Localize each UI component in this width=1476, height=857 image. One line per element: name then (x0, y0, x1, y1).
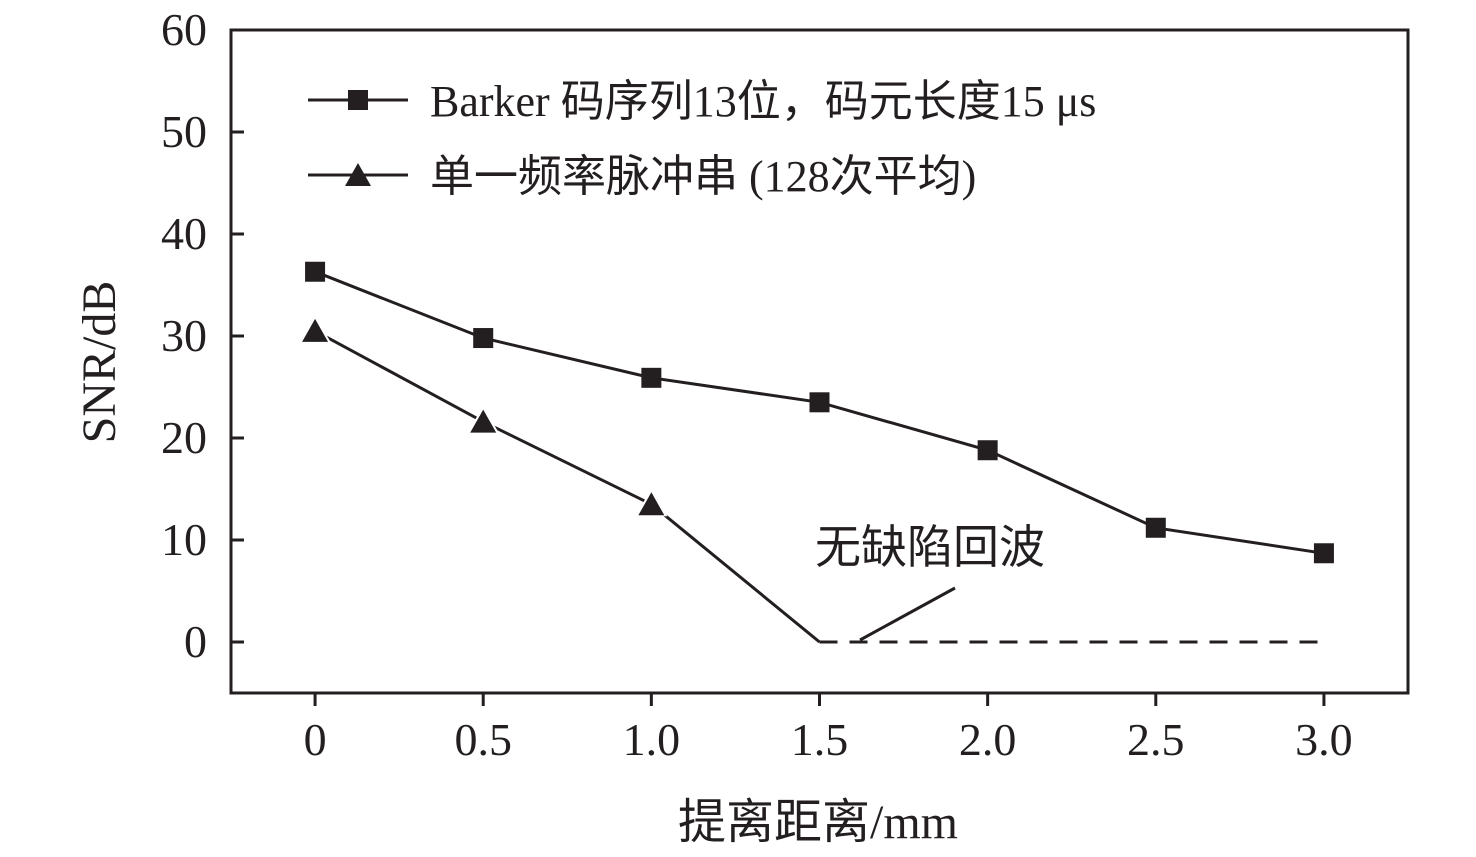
y-tick-label: 10 (161, 514, 207, 565)
series-layer (299, 261, 1334, 644)
y-tick-label: 0 (184, 616, 207, 667)
data-point-square (809, 392, 830, 413)
data-point-square (305, 261, 326, 282)
y-tick-label: 60 (161, 4, 207, 55)
x-tick-label: 1.0 (623, 714, 681, 765)
x-tick-label: 2.0 (959, 714, 1017, 765)
series-triangle (299, 314, 821, 644)
series-line (314, 329, 821, 644)
legend-marker-triangle (345, 163, 371, 186)
x-tick-label: 2.5 (1127, 714, 1185, 765)
legend: Barker 码序列13位，码元长度15 μs 单一频率脉冲串 (128次平均) (308, 77, 1096, 201)
y-tick-label: 50 (161, 106, 207, 157)
series-square (305, 261, 1334, 564)
y-axis-ticks: 0 10 20 30 40 50 60 (161, 4, 244, 667)
legend-label-single-freq: 单一频率脉冲串 (128次平均) (430, 152, 976, 201)
y-axis-title: SNR/dB (73, 281, 126, 444)
legend-label-barker: Barker 码序列13位，码元长度15 μs (430, 77, 1096, 126)
data-point-square (1313, 543, 1334, 564)
data-point-square (473, 328, 494, 349)
data-point-square (641, 367, 662, 388)
data-point-triangle (302, 318, 329, 342)
data-point-square (1145, 517, 1166, 538)
data-point-triangle (638, 492, 665, 516)
data-point-triangle (470, 409, 497, 433)
data-point-square (977, 440, 998, 461)
legend-marker-square (348, 90, 368, 110)
x-axis-title: 提离距离/mm (678, 796, 958, 849)
annotation-no-echo: 无缺陷回波 (815, 522, 1045, 573)
annotation-leader-line (859, 586, 956, 642)
no-echo-annotation: 无缺陷回波 (815, 522, 1045, 642)
y-tick-label: 20 (161, 412, 207, 463)
y-tick-label: 30 (161, 310, 207, 361)
plot-frame (229, 28, 1410, 695)
x-tick-label: 3.0 (1295, 714, 1353, 765)
y-tick-label: 40 (161, 208, 207, 259)
x-tick-label: 0.5 (454, 714, 512, 765)
x-tick-label: 1.5 (791, 714, 849, 765)
x-axis-ticks: 0 0.5 1.0 1.5 2.0 2.5 3.0 (304, 693, 1353, 765)
x-tick-label: 0 (304, 714, 327, 765)
